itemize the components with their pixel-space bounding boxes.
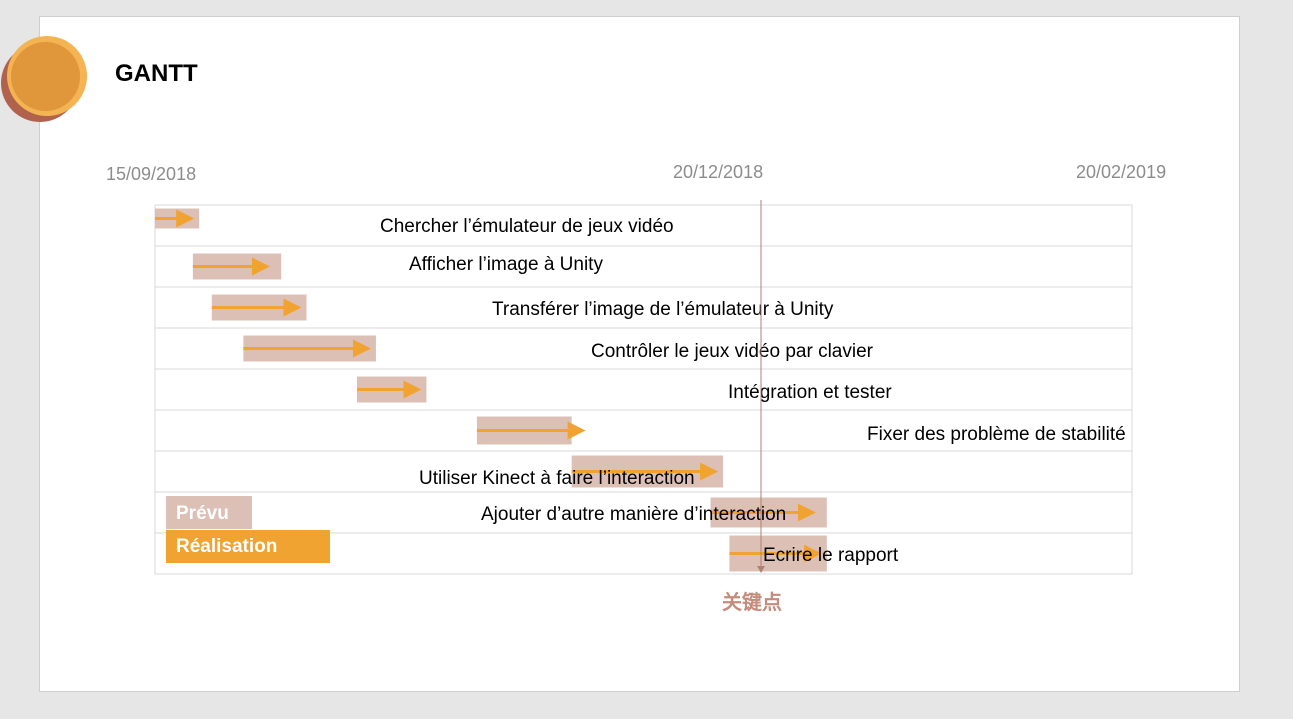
- date-label-middle: 20/12/2018: [673, 162, 764, 182]
- legend-actual-swatch: [166, 530, 330, 563]
- legend-planned-swatch: [166, 496, 252, 529]
- task-label: Transférer l’image de l’émulateur à Unit…: [492, 299, 834, 320]
- legend-planned-label: Prévu: [176, 503, 229, 524]
- gantt-frame: [154, 204, 1133, 575]
- date-label-end: 20/02/2019: [1076, 162, 1167, 182]
- milestone-label: 关键点: [722, 590, 782, 614]
- task-label: Ajouter d’autre manière d’interaction: [481, 504, 786, 525]
- slide: [39, 16, 1240, 692]
- legend-actual-label: Réalisation: [176, 536, 277, 557]
- task-label: Ecrire le rapport: [763, 545, 899, 566]
- task-label: Chercher l’émulateur de jeux vidéo: [380, 216, 674, 237]
- task-label: Utiliser Kinect à faire l’interaction: [419, 468, 695, 489]
- task-label: Fixer des problème de stabilité: [867, 424, 1126, 445]
- task-label: Intégration et tester: [728, 382, 892, 403]
- slide-title: GANTT: [115, 60, 198, 87]
- milestone-arrowhead: [757, 566, 765, 573]
- task-label: Contrôler le jeux vidéo par clavier: [591, 341, 874, 362]
- decorative-circle-front: [11, 42, 80, 111]
- task-label: Afficher l’image à Unity: [409, 254, 603, 275]
- date-label-start: 15/09/2018: [106, 164, 197, 184]
